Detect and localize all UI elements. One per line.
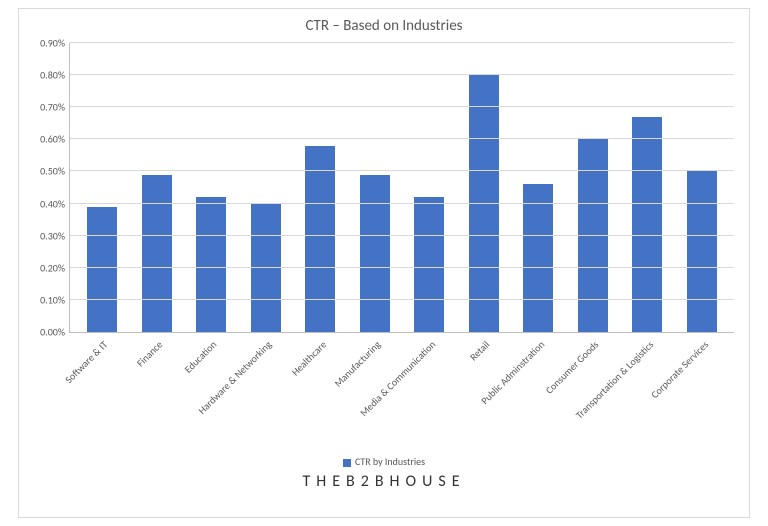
bar-slot bbox=[675, 43, 730, 332]
gridline bbox=[70, 170, 734, 171]
bar-slot bbox=[566, 43, 621, 332]
y-tick-label: 0.10% bbox=[40, 293, 65, 306]
bars-layer bbox=[70, 43, 734, 332]
gridline bbox=[70, 106, 734, 107]
x-label-slot: Software & IT bbox=[74, 333, 129, 453]
x-label-slot: Hardware & Networking bbox=[238, 333, 293, 453]
gridline bbox=[70, 74, 734, 75]
x-tick-label: Retail bbox=[467, 338, 492, 363]
bar bbox=[305, 146, 335, 332]
bar bbox=[142, 175, 172, 332]
y-tick-label: 0.80% bbox=[40, 69, 65, 82]
legend-label: CTR by Industries bbox=[355, 455, 425, 468]
legend-swatch bbox=[343, 459, 351, 467]
x-label-slot: Media & Communication bbox=[401, 333, 456, 453]
x-label-slot: Transportation & Logistics bbox=[620, 333, 675, 453]
x-tick-label: Healthcare bbox=[288, 338, 328, 378]
y-tick-label: 0.70% bbox=[40, 101, 65, 114]
x-tick-label: Software & IT bbox=[62, 338, 110, 386]
bar-slot bbox=[239, 43, 294, 332]
x-label-slot: Finance bbox=[129, 333, 184, 453]
gridline bbox=[70, 267, 734, 268]
gridline bbox=[70, 203, 734, 204]
legend: CTR by Industries bbox=[19, 455, 749, 468]
bar-slot bbox=[75, 43, 130, 332]
bar bbox=[578, 139, 608, 332]
gridline bbox=[70, 235, 734, 236]
gridline bbox=[70, 42, 734, 43]
y-tick-label: 0.90% bbox=[40, 37, 65, 50]
x-tick-label: Education bbox=[182, 338, 220, 376]
bar-slot bbox=[348, 43, 403, 332]
x-axis-labels: Software & ITFinance Education Hardware & … bbox=[69, 333, 734, 453]
plot-area: 0.00%0.10%0.20%0.30%0.40%0.50%0.60%0.70%… bbox=[69, 43, 734, 333]
chart-title: CTR – Based on Industries bbox=[19, 17, 749, 35]
bar bbox=[414, 197, 444, 332]
y-tick-label: 0.60% bbox=[40, 133, 65, 146]
bar-slot bbox=[457, 43, 512, 332]
gridline bbox=[70, 138, 734, 139]
chart-container: CTR – Based on Industries 0.00%0.10%0.20… bbox=[18, 8, 750, 518]
y-tick-label: 0.30% bbox=[40, 229, 65, 242]
bar bbox=[360, 175, 390, 332]
bar-slot bbox=[184, 43, 239, 332]
x-label-slot: Corporate Services bbox=[674, 333, 729, 453]
bar bbox=[87, 207, 117, 332]
x-label-slot: Healthcare bbox=[292, 333, 347, 453]
bar bbox=[687, 171, 717, 332]
bar bbox=[196, 197, 226, 332]
bar bbox=[251, 204, 281, 332]
bar-slot bbox=[130, 43, 185, 332]
bar-slot bbox=[511, 43, 566, 332]
x-label-slot: Public Adminstration bbox=[511, 333, 566, 453]
bar bbox=[523, 184, 553, 332]
y-tick-label: 0.20% bbox=[40, 261, 65, 274]
x-tick-label: Finance bbox=[134, 338, 165, 369]
gridline bbox=[70, 299, 734, 300]
bar-slot bbox=[293, 43, 348, 332]
bar-slot bbox=[402, 43, 457, 332]
y-tick-label: 0.40% bbox=[40, 197, 65, 210]
footer-text: THEB2BHOUSE bbox=[19, 472, 749, 491]
plot-wrap: 0.00%0.10%0.20%0.30%0.40%0.50%0.60%0.70%… bbox=[69, 43, 734, 453]
y-tick-label: 0.50% bbox=[40, 165, 65, 178]
y-tick-label: 0.00% bbox=[40, 326, 65, 339]
bar-slot bbox=[620, 43, 675, 332]
bar bbox=[469, 75, 499, 332]
